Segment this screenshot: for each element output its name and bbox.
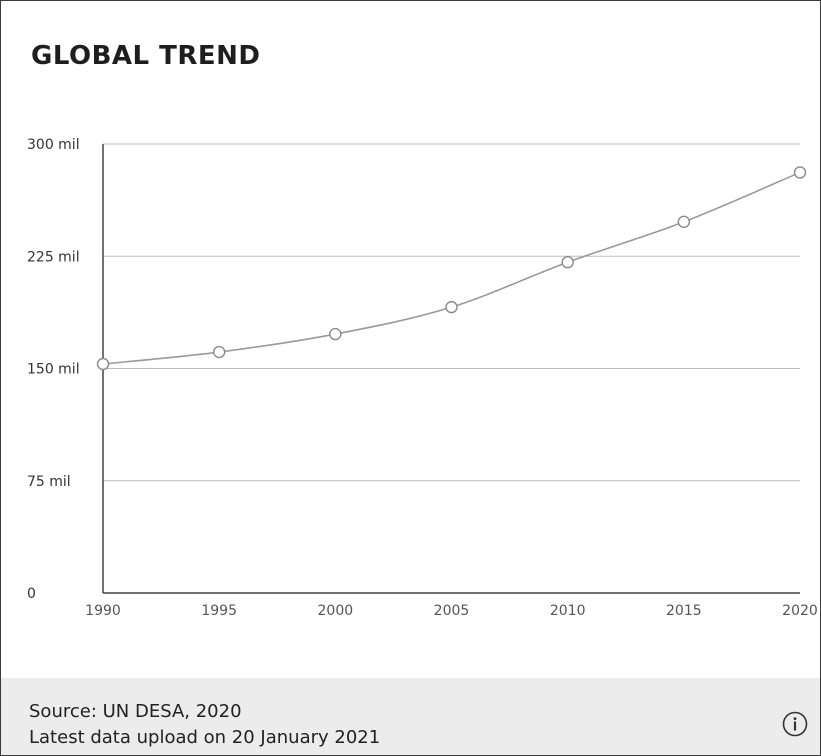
source-text: Source: UN DESA, 2020 [29, 701, 242, 722]
data-point [96, 357, 110, 371]
y-tick-label: 225 mil [27, 249, 80, 265]
data-point [212, 345, 226, 359]
y-tick-label: 150 mil [27, 362, 80, 378]
y-tick-label: 300 mil [27, 137, 80, 153]
x-tick-label: 1990 [85, 603, 121, 619]
x-tick-label: 2015 [666, 603, 702, 619]
x-tick-label: 2000 [318, 603, 354, 619]
info-icon[interactable] [782, 711, 808, 737]
data-point [793, 166, 807, 179]
line-chart: 300 mil 225 mil 150 mil 75 mil 0 1990 1995 2000… [27, 137, 818, 619]
x-tick-label: 2010 [550, 603, 586, 619]
y-tick-label: 75 mil [27, 474, 71, 490]
x-tick-label: 2005 [434, 603, 470, 619]
chart-title: GLOBAL TREND [31, 41, 261, 71]
data-point [445, 300, 458, 314]
x-tick-label: 2020 [782, 603, 818, 619]
data-point [561, 256, 574, 269]
data-point [677, 215, 691, 229]
data-point [329, 327, 342, 341]
series-line [102, 171, 801, 365]
y-tick-label: 0 [27, 586, 36, 602]
footer: Source: UN DESA, 2020 Latest data upload… [1, 678, 820, 755]
upload-date-text: Latest data upload on 20 January 2021 [29, 727, 381, 748]
x-tick-label: 1995 [201, 603, 237, 619]
